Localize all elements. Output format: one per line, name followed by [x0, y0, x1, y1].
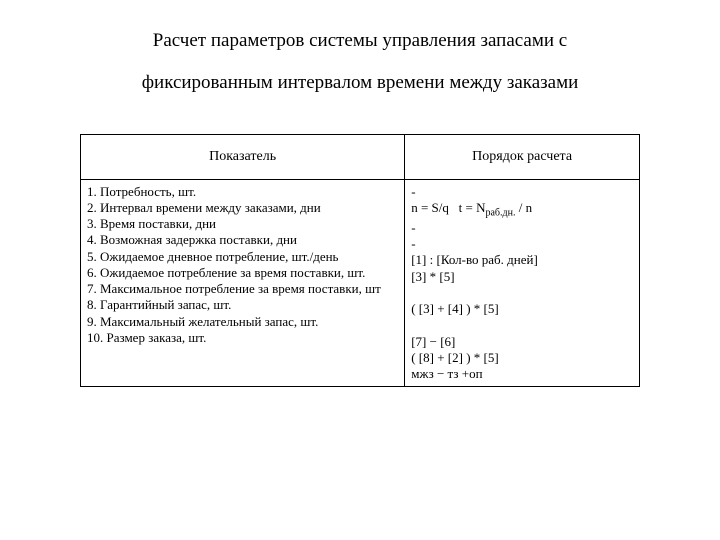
title-line-1: Расчет параметров системы управления зап… [153, 30, 567, 51]
indicator-line: 8. Гарантийный запас, шт. [87, 297, 398, 313]
calculation-line [411, 317, 633, 333]
header-indicator: Показатель [81, 134, 405, 179]
title-line-2: фиксированным интервалом времени между з… [142, 72, 579, 93]
calculation-line: ( [3] + [4] ) * [5] [411, 301, 633, 317]
calculation-line: ( [8] + [2] ) * [5] [411, 350, 633, 366]
indicator-line: 4. Возможная задержка поставки, дни [87, 232, 398, 248]
header-calculation: Порядок расчета [405, 134, 640, 179]
indicator-line: 3. Время поставки, дни [87, 216, 398, 232]
calculation-line [411, 285, 633, 301]
calculation-line: [7] − [6] [411, 334, 633, 350]
indicator-line: 10. Размер заказа, шт. [87, 330, 398, 346]
indicator-line: 6. Ожидаемое потребление за время постав… [87, 265, 398, 281]
parameters-table: Показатель Порядок расчета 1. Потребност… [80, 134, 640, 388]
indicator-line: 5. Ожидаемое дневное потребление, шт./де… [87, 249, 398, 265]
calculation-line: - [411, 220, 633, 236]
table-header-row: Показатель Порядок расчета [81, 134, 640, 179]
calculation-line: [1] : [Кол-во раб. дней] [411, 252, 633, 268]
indicator-line: 9. Максимальный желательный запас, шт. [87, 314, 398, 330]
calculation-line: мжз − тз +оп [411, 366, 633, 382]
indicator-cell: 1. Потребность, шт.2. Интервал времени м… [81, 179, 405, 387]
table-container: Показатель Порядок расчета 1. Потребност… [80, 134, 640, 388]
calculation-line: - [411, 236, 633, 252]
indicator-line: 2. Интервал времени между заказами, дни [87, 200, 398, 216]
indicator-line: 7. Максимальное потребление за время пос… [87, 281, 398, 297]
calculation-line: - [411, 184, 633, 200]
calculation-line: n = S/q t = Nраб.дн. / n [411, 200, 633, 220]
calculation-cell: -n = S/q t = Nраб.дн. / n--[1] : [Кол-во… [405, 179, 640, 387]
table-row: 1. Потребность, шт.2. Интервал времени м… [81, 179, 640, 387]
indicator-line: 1. Потребность, шт. [87, 184, 398, 200]
page-title: Расчет параметров системы управления зап… [40, 20, 680, 104]
calculation-line: [3] * [5] [411, 269, 633, 285]
